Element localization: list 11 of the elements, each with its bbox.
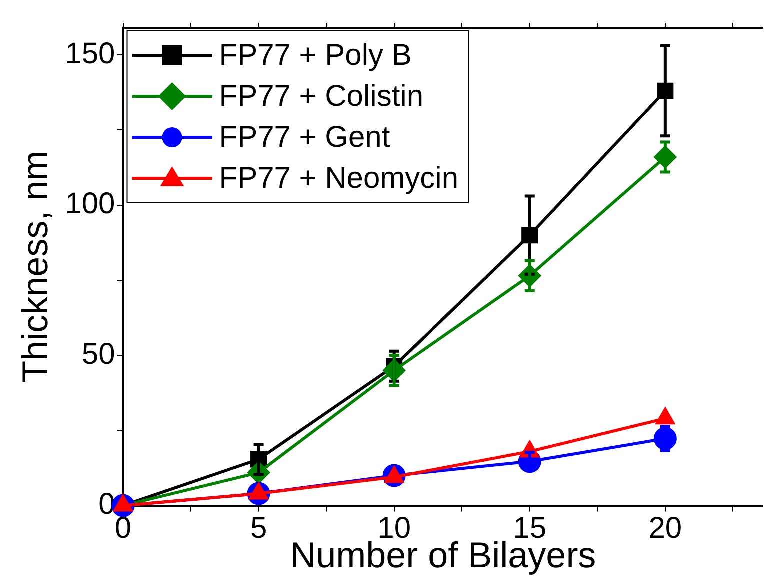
legend-label: FP77 + Neomycin [219,162,459,195]
x-tick-label: 15 [513,512,547,546]
x-tick-label: 5 [250,512,268,546]
x-tick-label: 20 [648,512,682,546]
y-axis-title: Thickness, nm [14,150,56,383]
y-tick-label: 50 [82,338,116,371]
y-tick-label: 150 [65,37,116,70]
legend-label: FP77 + Gent [219,120,391,154]
legend-label: FP77 + Colistin [219,80,424,113]
legend-label: FP77 + Poly B [219,38,412,72]
y-tick-label: 100 [65,188,116,221]
